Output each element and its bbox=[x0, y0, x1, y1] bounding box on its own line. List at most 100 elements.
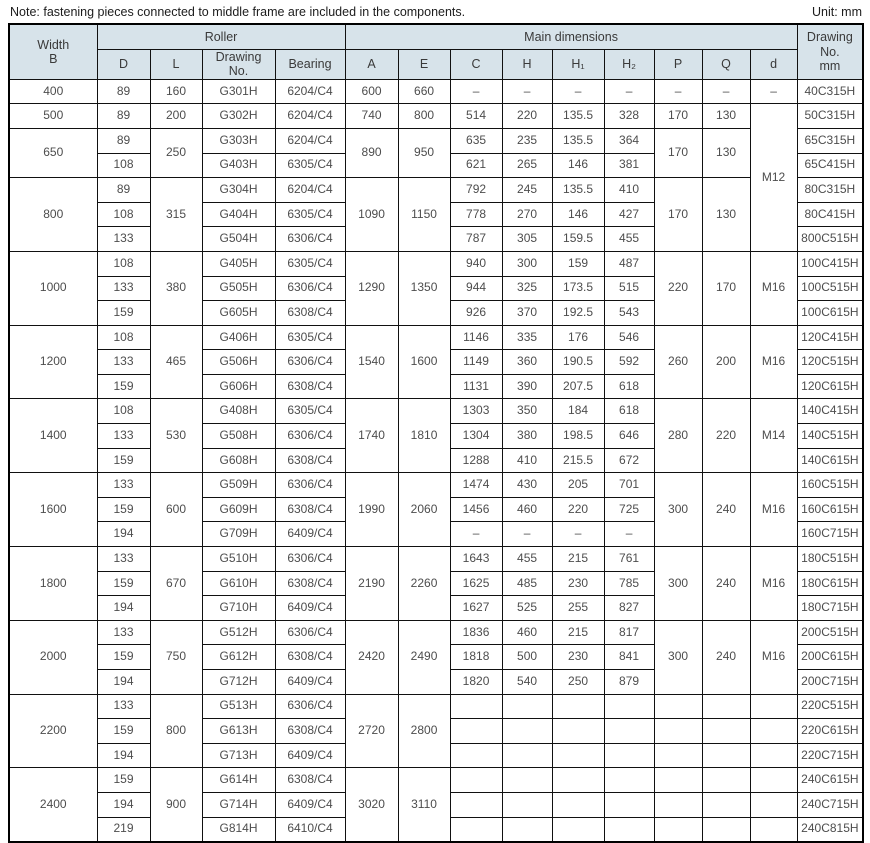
cell-h1: 135.5 bbox=[551, 177, 605, 203]
cell-c: 926 bbox=[449, 300, 503, 326]
cell-drawing-no-mm: 100C515H bbox=[796, 275, 864, 302]
table-row: 2000 133 750 G512H 6306/C4 2420 2490 1836 460 215… bbox=[8, 619, 864, 695]
cell-e: 1600 bbox=[397, 324, 451, 400]
cell-a: 890 bbox=[344, 127, 399, 179]
cell-h bbox=[501, 742, 553, 769]
cell-roller-l: 160 bbox=[149, 78, 203, 105]
cell-width-b: 2000 bbox=[8, 619, 98, 695]
cell-c: 787 bbox=[449, 226, 503, 252]
cell-roller-drawing-no: G303H bbox=[201, 127, 276, 154]
cell-bearing: 6306/C4 bbox=[274, 546, 346, 572]
cell-roller-d: 108 bbox=[96, 152, 151, 179]
cell-p: – bbox=[653, 78, 703, 105]
cell-h: 460 bbox=[501, 619, 553, 646]
cell-h2: 879 bbox=[603, 669, 655, 695]
table-header: Width B Roller Main dimensions Drawing N… bbox=[8, 23, 864, 80]
header-col-h: H bbox=[501, 49, 553, 80]
cell-roller-d: 133 bbox=[96, 693, 151, 720]
cell-drawing-no-mm: 120C515H bbox=[796, 349, 864, 375]
cell-drawing-no-mm: 220C615H bbox=[796, 718, 864, 744]
cell-bearing: 6204/C4 bbox=[274, 78, 346, 105]
cell-drawing-no-mm: 180C615H bbox=[796, 570, 864, 597]
cell-drawing-no-mm: 120C415H bbox=[796, 324, 864, 351]
cell-roller-d: 108 bbox=[96, 250, 151, 277]
cell-bearing: 6410/C4 bbox=[274, 816, 346, 843]
cell-q: 220 bbox=[701, 398, 751, 474]
cell-c: 1836 bbox=[449, 619, 503, 646]
cell-roller-drawing-no: G606H bbox=[201, 373, 276, 400]
cell-h: 300 bbox=[501, 250, 553, 277]
cell-h1: 230 bbox=[551, 570, 605, 597]
table-body: 400 89 160 G301H 6204/C4 600 660– – – – – – –40C315H… bbox=[8, 78, 864, 843]
cell-bearing: 6204/C4 bbox=[274, 127, 346, 154]
cell-roller-drawing-no: G512H bbox=[201, 619, 276, 646]
cell-h1: 184 bbox=[551, 398, 605, 425]
cell-p bbox=[653, 816, 703, 843]
cell-d-thread: M12 bbox=[749, 103, 798, 252]
table-row: 1400 108 530 G408H 6305/C4 1740 1810 1303 350 184… bbox=[8, 398, 864, 474]
cell-h1: 205 bbox=[551, 472, 605, 498]
cell-d-thread: M16 bbox=[749, 324, 798, 400]
cell-h1 bbox=[551, 742, 605, 769]
cell-q bbox=[701, 693, 751, 720]
cell-c: 1131 bbox=[449, 373, 503, 400]
cell-roller-drawing-no: G408H bbox=[201, 398, 276, 425]
cell-a: 1990 bbox=[344, 472, 399, 548]
cell-a: 3020 bbox=[344, 767, 399, 843]
cell-drawing-no-mm: 160C615H bbox=[796, 496, 864, 523]
cell-bearing: 6306/C4 bbox=[274, 472, 346, 498]
cell-h: 540 bbox=[501, 669, 553, 695]
table-row: 159 G610H 6308/C4 1625 485 230 785 180C615H bbox=[9, 570, 864, 597]
cell-bearing: 6308/C4 bbox=[274, 300, 346, 326]
cell-roller-drawing-no: G612H bbox=[201, 644, 276, 670]
cell-h2 bbox=[603, 791, 655, 818]
cell-h2: 427 bbox=[603, 201, 655, 228]
cell-e: 2490 bbox=[397, 619, 451, 695]
table-row: 2400 159 900 G614H 6308/C4 3020 3110 240C615H bbox=[8, 767, 864, 843]
cell-c: – bbox=[449, 78, 503, 105]
table-row: 159 G608H 6308/C4 1288 410 215.5 672 140C615H bbox=[9, 447, 864, 474]
cell-drawing-no-mm: 240C715H bbox=[796, 791, 864, 818]
cell-p bbox=[653, 791, 703, 818]
cell-c bbox=[449, 767, 503, 793]
cell-width-b: 800 bbox=[8, 177, 98, 252]
cell-h2: 455 bbox=[603, 226, 655, 252]
cell-d-thread: M14 bbox=[749, 398, 798, 474]
cell-a: 600 bbox=[344, 78, 399, 105]
cell-h: 265 bbox=[501, 152, 553, 179]
cell-h1 bbox=[551, 767, 605, 793]
cell-d-thread bbox=[749, 816, 798, 843]
cell-roller-d: 108 bbox=[96, 398, 151, 425]
cell-h2: 618 bbox=[603, 398, 655, 425]
cell-roller-drawing-no: G505H bbox=[201, 275, 276, 302]
header-col-drawing-no: Drawing No. bbox=[201, 49, 276, 80]
table-row: 500 89 200 G302H 6204/C4 740 800 514 220 135.5 328… bbox=[8, 103, 864, 252]
cell-h2 bbox=[603, 693, 655, 720]
cell-h2: 543 bbox=[603, 300, 655, 326]
cell-bearing: 6409/C4 bbox=[274, 742, 346, 769]
table-row: 400 89 160 G301H 6204/C4 600 660– – – – – – –40C315H bbox=[8, 78, 864, 105]
cell-roller-d: 159 bbox=[96, 767, 151, 793]
cell-drawing-no-mm: 200C515H bbox=[796, 619, 864, 646]
cell-q: 130 bbox=[701, 127, 751, 179]
cell-roller-drawing-no: G610H bbox=[201, 570, 276, 597]
table-row: 1800 133 670 G510H 6306/C4 2190 2260 1643 455 215… bbox=[8, 546, 864, 621]
cell-h bbox=[501, 767, 553, 793]
cell-bearing: 6308/C4 bbox=[274, 373, 346, 400]
cell-h2: 546 bbox=[603, 324, 655, 351]
cell-h1 bbox=[551, 816, 605, 843]
cell-q: 240 bbox=[701, 546, 751, 621]
header-col-d: D bbox=[96, 49, 151, 80]
cell-p: 170 bbox=[653, 127, 703, 179]
cell-roller-d: 133 bbox=[96, 226, 151, 252]
cell-h1: 135.5 bbox=[551, 127, 605, 154]
cell-e: 660 bbox=[397, 78, 451, 105]
table-row: 133 G504H 6306/C4 787 305 159.5 455 800C515H bbox=[9, 226, 864, 252]
cell-bearing: 6305/C4 bbox=[274, 250, 346, 277]
cell-p bbox=[653, 693, 703, 720]
cell-c: 1304 bbox=[449, 423, 503, 449]
cell-e: 800 bbox=[397, 103, 451, 129]
cell-bearing: 6305/C4 bbox=[274, 201, 346, 228]
cell-roller-d: 159 bbox=[96, 496, 151, 523]
cell-e: 1810 bbox=[397, 398, 451, 474]
